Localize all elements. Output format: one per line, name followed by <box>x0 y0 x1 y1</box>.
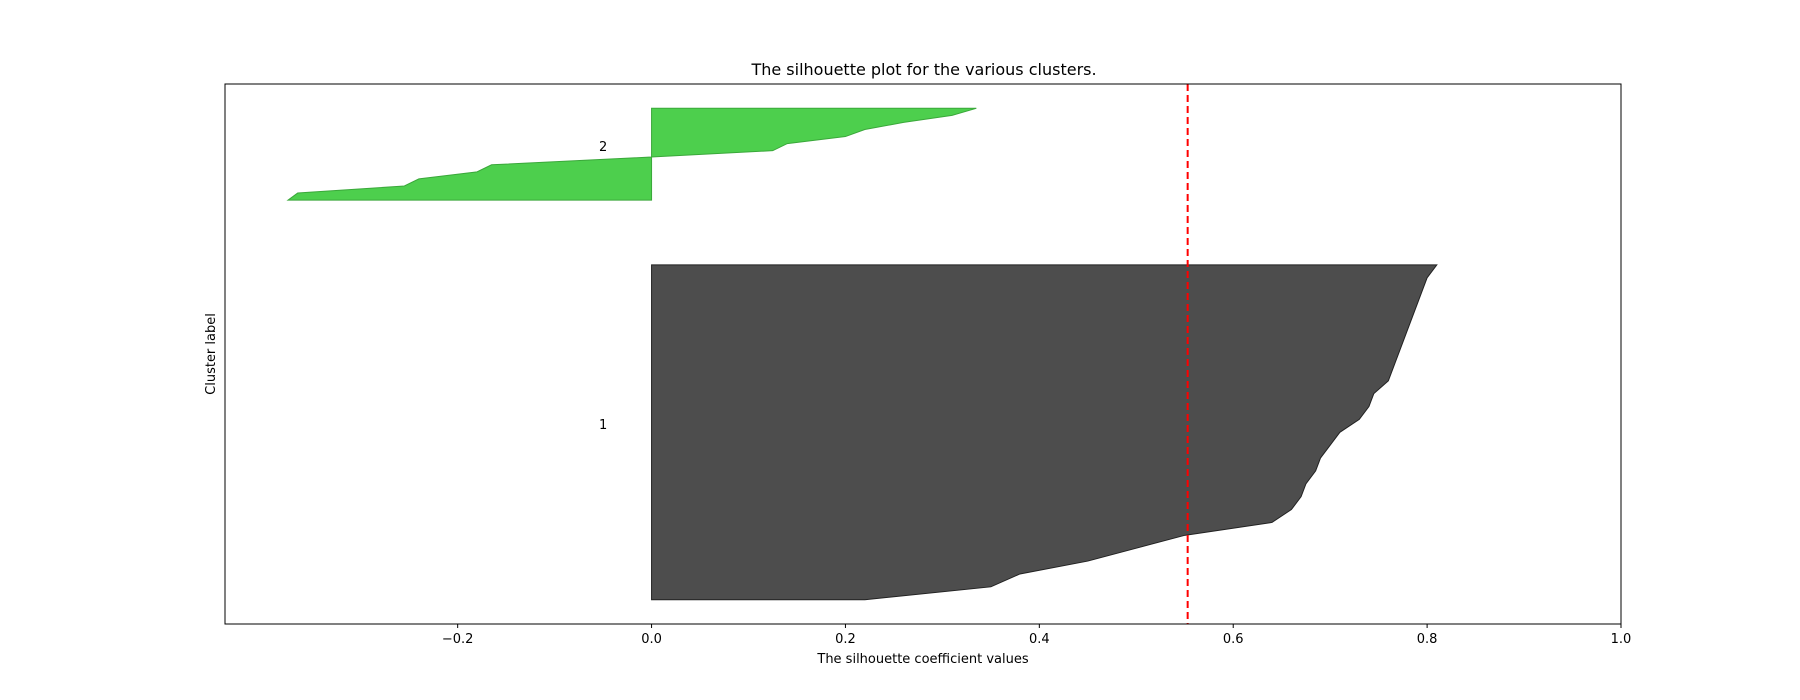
cluster-2-silhouette <box>286 107 977 201</box>
cluster-1-silhouette <box>651 264 1438 601</box>
x-axis: −0.2 0.0 0.2 0.4 0.6 0.8 1.0 <box>442 624 1631 647</box>
x-tick-label: 0.8 <box>1417 632 1438 647</box>
x-axis-label: The silhouette coefficient values <box>816 652 1028 667</box>
x-tick-label: −0.2 <box>442 632 474 647</box>
plot-area: 12 <box>286 84 1438 624</box>
x-tick-label: 0.6 <box>1223 632 1244 647</box>
x-tick-label: 1.0 <box>1611 632 1632 647</box>
x-tick-label: 0.0 <box>641 632 662 647</box>
plot-frame <box>224 83 1622 625</box>
x-tick-label: 0.4 <box>1029 632 1050 647</box>
cluster-1-label: 1 <box>599 418 607 433</box>
chart-title: The silhouette plot for the various clus… <box>750 60 1096 79</box>
cluster-2-label: 2 <box>599 140 607 155</box>
x-tick-label: 0.2 <box>835 632 856 647</box>
y-axis-label: Cluster label <box>204 313 219 395</box>
